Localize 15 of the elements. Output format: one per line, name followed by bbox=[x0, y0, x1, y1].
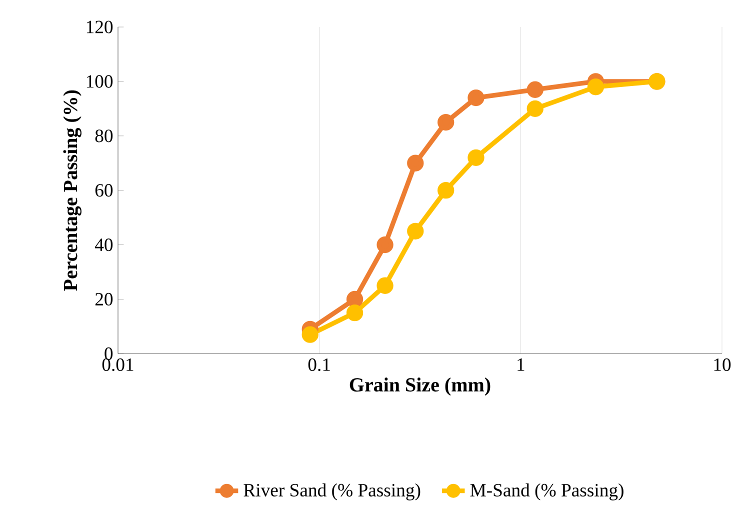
y-tick-label: 60 bbox=[95, 184, 113, 197]
x-tick-label: 1 bbox=[518, 358, 524, 371]
x-tick-label: 0.1 bbox=[308, 358, 330, 372]
x-axis-title: Grain Size (mm) bbox=[350, 378, 490, 396]
y-tick-label: 100 bbox=[86, 75, 113, 88]
y-tick-label: 0 bbox=[104, 347, 113, 360]
legend-label: River Sand (% Passing) bbox=[244, 483, 420, 500]
y-tick-label: 40 bbox=[94, 238, 113, 252]
y-tick-label: 80 bbox=[95, 130, 113, 142]
y-tick-label: 120 bbox=[86, 20, 113, 34]
x-tick-label: 0.01 bbox=[102, 358, 134, 372]
x-tick-label: 10 bbox=[714, 358, 731, 371]
y-axis-title: Percentage Passing (%) bbox=[63, 90, 82, 291]
y-tick-label: 20 bbox=[95, 292, 113, 306]
legend-label: M-Sand (% Passing) bbox=[470, 483, 624, 500]
